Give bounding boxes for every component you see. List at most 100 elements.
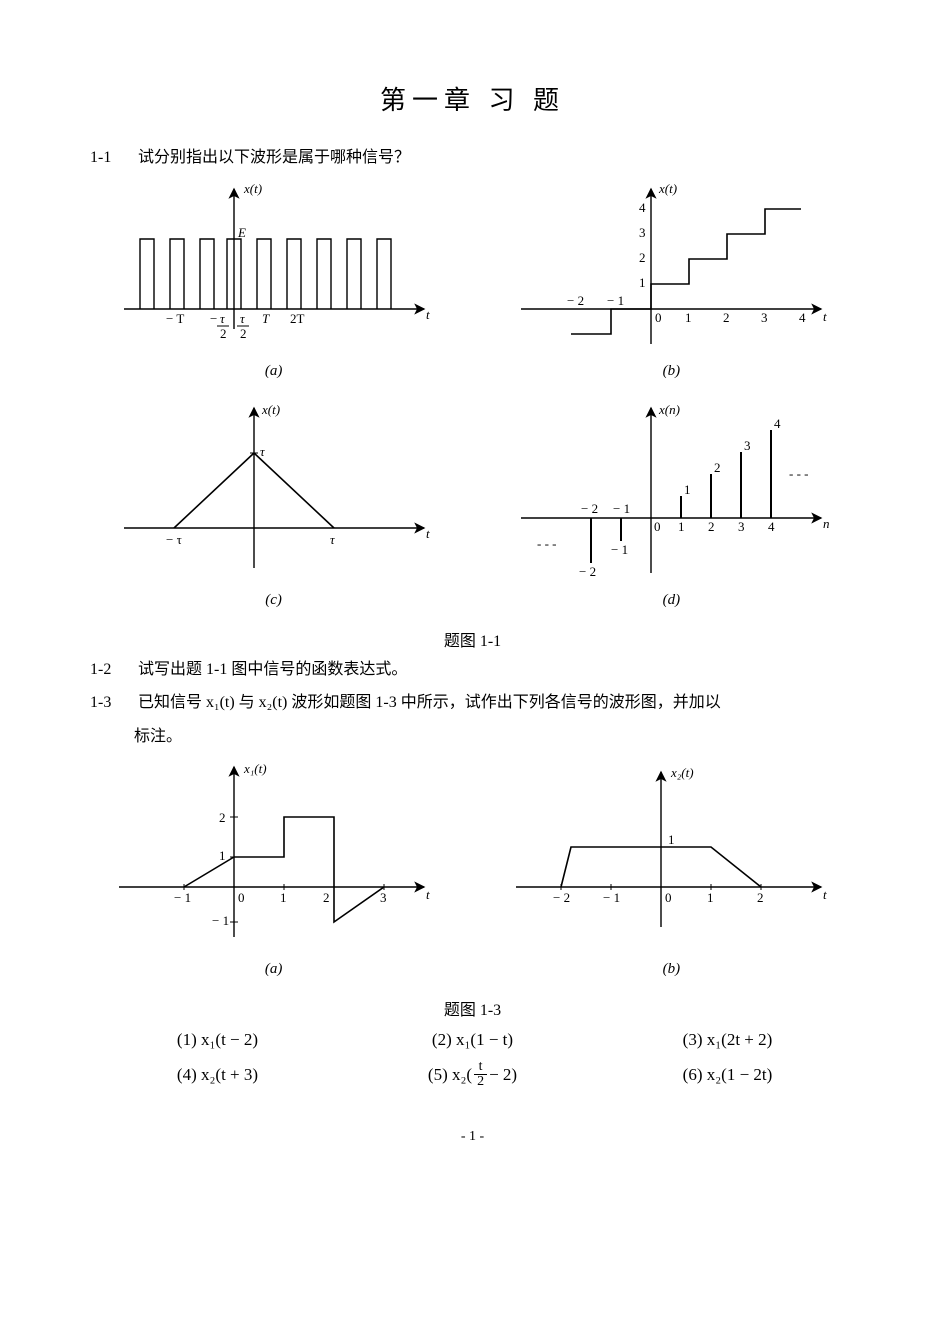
xt: 0	[665, 890, 672, 905]
prob-text: 试写出题 1-1 图中信号的函数表达式。	[138, 657, 838, 683]
v: 4	[774, 416, 781, 431]
xt: 3	[761, 310, 768, 325]
yt: 2	[639, 250, 646, 265]
eq-row-2: (4) x₂(t + 3) (5) x₂( t 2 − 2) (6) x₂(1 …	[90, 1060, 855, 1089]
tick: T	[262, 311, 270, 326]
frac: t 2	[474, 1060, 487, 1089]
cap-d: (d)	[488, 592, 855, 609]
lbl: t	[823, 309, 827, 324]
xp: τ	[330, 532, 336, 547]
peak: τ	[260, 444, 266, 459]
lbl: t	[426, 887, 430, 902]
dots: - - -	[537, 536, 557, 551]
xt: 1	[678, 519, 685, 534]
yt: 1	[639, 275, 646, 290]
eq-1: (1) x₁(t − 2)	[103, 1030, 333, 1050]
problem-1-3-cont: 标注。	[90, 724, 855, 750]
xt: 0	[655, 310, 662, 325]
fig-11d: x(n) n - - - - - - − 2 − 1	[488, 398, 855, 621]
xt: 3	[380, 890, 387, 905]
peak-label: E	[237, 225, 246, 240]
lbl: x(t)	[261, 402, 280, 417]
xt: − 2	[581, 501, 598, 516]
lbl: x(t)	[658, 181, 677, 196]
dots: - - -	[789, 466, 809, 481]
xt: 2	[723, 310, 730, 325]
page-number: - 1 -	[90, 1129, 855, 1145]
xn: − τ	[166, 532, 182, 547]
tnum: τ	[220, 311, 226, 326]
ylabel: x(t)	[243, 181, 262, 196]
den: 2	[474, 1075, 487, 1089]
lbl: x₂(t)	[670, 765, 694, 780]
yt: − 1	[212, 913, 229, 928]
cap-b2: (b)	[488, 961, 855, 978]
yt: 1	[219, 848, 226, 863]
v: − 2	[579, 564, 596, 579]
fig-11b: x(t) t 1 2 3 4 − 2 − 1 0 1 2	[488, 179, 855, 392]
lbl: t	[823, 887, 827, 902]
num: t	[474, 1060, 487, 1075]
prob-text: 已知信号 x₁(t) 与 x₂(t) 波形如题图 1-3 中所示，试作出下列各信…	[138, 690, 838, 716]
xt: − 2	[567, 293, 584, 308]
cap-a2: (a)	[90, 961, 457, 978]
neg: −	[210, 311, 217, 326]
xlabel: t	[426, 307, 430, 322]
page: 第一章 习 题 1-1 试分别指出以下波形是属于哪种信号？ x(t) t E	[0, 0, 945, 1185]
eq-6: (6) x₂(1 − 2t)	[613, 1060, 843, 1089]
prob-num: 1-3	[90, 690, 134, 716]
fig-13b: x₂(t) t 1 − 2 − 1 0 1 2 (b)	[488, 757, 855, 990]
lbl: n	[823, 516, 830, 531]
xt: − 1	[613, 501, 630, 516]
lbl: x₁(t)	[243, 761, 267, 776]
v: 1	[684, 482, 691, 497]
xt: 2	[757, 890, 764, 905]
yt: 3	[639, 225, 646, 240]
xt: 3	[738, 519, 745, 534]
prob-num: 1-1	[90, 145, 134, 171]
fig-11c: x(t) t τ − τ τ (c)	[90, 398, 457, 621]
lbl: x(n)	[658, 402, 680, 417]
problem-1-3: 1-3 已知信号 x₁(t) 与 x₂(t) 波形如题图 1-3 中所示，试作出…	[90, 690, 855, 716]
xt: − 2	[553, 890, 570, 905]
post: − 2)	[489, 1065, 517, 1085]
xt: − 1	[607, 293, 624, 308]
tick: − T	[166, 311, 184, 326]
chapter-title: 第一章 习 题	[90, 80, 855, 117]
eq-5: (5) x₂( t 2 − 2)	[358, 1060, 588, 1089]
prob-num: 1-2	[90, 657, 134, 683]
xt: 0	[238, 890, 245, 905]
xt: − 1	[174, 890, 191, 905]
problem-1-1: 1-1 试分别指出以下波形是属于哪种信号？	[90, 145, 855, 171]
v: − 1	[611, 542, 628, 557]
tden2: 2	[240, 326, 247, 341]
tden: 2	[220, 326, 227, 341]
fig13-caption: 题图 1-3	[90, 996, 855, 1020]
xt: 2	[323, 890, 330, 905]
xt: − 1	[603, 890, 620, 905]
pre: (5) x₂(	[428, 1065, 472, 1085]
xt: 0	[654, 519, 661, 534]
yt: 4	[639, 200, 646, 215]
xt: 4	[799, 310, 806, 325]
eq-row-1: (1) x₁(t − 2) (2) x₁(1 − t) (3) x₁(2t + …	[90, 1030, 855, 1050]
xt: 1	[280, 890, 287, 905]
xt: 1	[707, 890, 714, 905]
fig-11-row2: x(t) t τ − τ τ (c) x(n) n	[90, 398, 855, 621]
tick: 2T	[290, 311, 305, 326]
cap-b: (b)	[488, 363, 855, 380]
yt: 2	[219, 810, 226, 825]
fig-13-row: x₁(t) t 2 1 − 1 − 1 0 1 2 3	[90, 757, 855, 990]
xt: 2	[708, 519, 715, 534]
fig-13a: x₁(t) t 2 1 − 1 − 1 0 1 2 3	[90, 757, 457, 990]
xt: 1	[685, 310, 692, 325]
tnum2: τ	[240, 311, 246, 326]
eq-2: (2) x₁(1 − t)	[358, 1030, 588, 1050]
eq-3: (3) x₁(2t + 2)	[613, 1030, 843, 1050]
problem-1-2: 1-2 试写出题 1-1 图中信号的函数表达式。	[90, 657, 855, 683]
v: 2	[714, 460, 721, 475]
fig-11a: x(t) t E − T T 2T	[90, 179, 457, 392]
v: 3	[744, 438, 751, 453]
cap-c: (c)	[90, 592, 457, 609]
xt: 4	[768, 519, 775, 534]
